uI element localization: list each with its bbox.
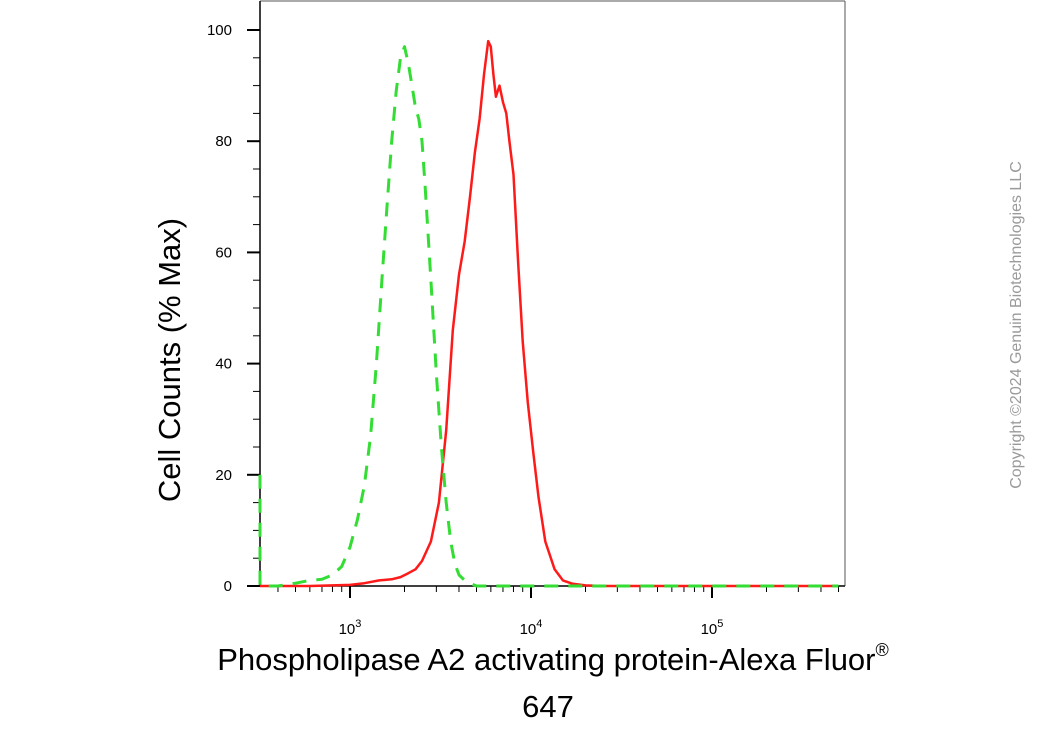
y-tick-label: 80	[215, 133, 232, 150]
y-tick-label: 0	[224, 578, 232, 595]
x-tick-label: 103	[339, 618, 362, 638]
control-histogram-line	[258, 45, 839, 588]
y-tick-label: 20	[215, 467, 232, 484]
x-axis-label-line2: 647	[522, 689, 574, 724]
x-axis-label-text: Phospholipase A2 activating protein-Alex…	[217, 642, 875, 677]
y-axis-ticks: 0 20 40 60 80 100	[207, 22, 260, 595]
registered-mark: ®	[876, 640, 889, 660]
y-axis-label: Cell Counts (% Max)	[152, 218, 187, 502]
y-tick-label: 40	[215, 356, 232, 373]
sample-histogram-line	[260, 39, 839, 588]
x-tick-label: 105	[701, 618, 724, 638]
x-axis-ticks: 103 104 105	[277, 586, 840, 638]
x-tick-label: 104	[520, 618, 543, 638]
y-tick-label: 100	[207, 22, 232, 39]
x-axis-label-line1: Phospholipase A2 activating protein-Alex…	[217, 640, 889, 677]
y-tick-label: 60	[215, 244, 232, 261]
copyright-watermark: Copyright ©2024 Genuin Biotechnologies L…	[1008, 161, 1025, 489]
series-layer	[258, 39, 839, 588]
